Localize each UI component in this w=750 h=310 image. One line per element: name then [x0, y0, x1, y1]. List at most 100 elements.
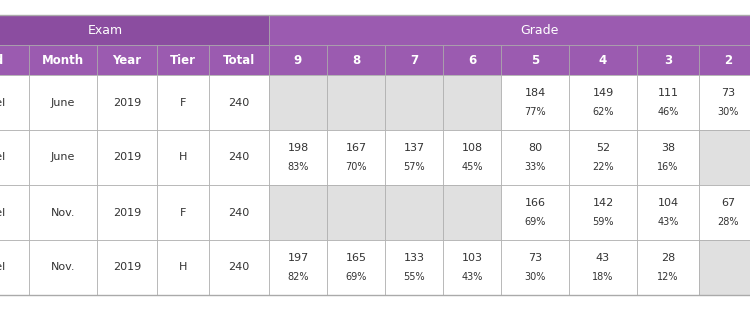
- Bar: [569, 240, 637, 295]
- Text: June: June: [51, 98, 75, 108]
- Bar: [385, 75, 443, 130]
- Text: Tier: Tier: [170, 54, 196, 67]
- Bar: [157, 185, 209, 240]
- Text: 43%: 43%: [461, 272, 483, 282]
- Text: 2019: 2019: [112, 153, 141, 162]
- Text: 197: 197: [287, 253, 309, 263]
- Bar: [97, 75, 157, 130]
- Bar: [443, 185, 501, 240]
- Bar: [443, 75, 501, 130]
- Bar: [699, 45, 750, 75]
- Bar: [157, 75, 209, 130]
- Text: 83%: 83%: [287, 162, 309, 172]
- Text: 3: 3: [664, 54, 672, 67]
- Bar: [0, 45, 29, 75]
- Bar: [97, 240, 157, 295]
- Text: 167: 167: [346, 143, 367, 153]
- Text: Edexcel: Edexcel: [0, 207, 7, 218]
- Text: Board: Board: [0, 54, 4, 67]
- Text: Edexcel: Edexcel: [0, 263, 7, 272]
- Bar: [385, 45, 443, 75]
- Text: Edexcel: Edexcel: [0, 153, 7, 162]
- Bar: [699, 185, 750, 240]
- Text: 28: 28: [661, 253, 675, 263]
- Text: H: H: [178, 263, 188, 272]
- Text: 73: 73: [528, 253, 542, 263]
- Text: 184: 184: [524, 88, 545, 98]
- Bar: [637, 185, 699, 240]
- Bar: [269, 75, 327, 130]
- Text: 43: 43: [596, 253, 610, 263]
- Text: 70%: 70%: [345, 162, 367, 172]
- Text: Nov.: Nov.: [51, 207, 75, 218]
- Bar: [637, 45, 699, 75]
- Bar: [0, 75, 29, 130]
- Bar: [569, 45, 637, 75]
- Text: 67: 67: [721, 197, 735, 208]
- Text: 82%: 82%: [287, 272, 309, 282]
- Text: 6: 6: [468, 54, 476, 67]
- Text: 8: 8: [352, 54, 360, 67]
- Text: 133: 133: [404, 253, 424, 263]
- Text: 80: 80: [528, 143, 542, 153]
- Bar: [0, 130, 29, 185]
- Text: 62%: 62%: [592, 107, 613, 117]
- Bar: [501, 45, 569, 75]
- Bar: [269, 240, 327, 295]
- Bar: [209, 185, 269, 240]
- Bar: [443, 240, 501, 295]
- Text: 43%: 43%: [657, 217, 679, 228]
- Text: 7: 7: [410, 54, 418, 67]
- Bar: [327, 75, 385, 130]
- Text: 198: 198: [287, 143, 309, 153]
- Text: 103: 103: [461, 253, 482, 263]
- Text: 165: 165: [346, 253, 367, 263]
- Bar: [29, 240, 97, 295]
- Text: 30%: 30%: [524, 272, 546, 282]
- Bar: [0, 185, 29, 240]
- Bar: [269, 130, 327, 185]
- Text: 111: 111: [658, 88, 679, 98]
- Bar: [269, 45, 327, 75]
- Bar: [501, 75, 569, 130]
- Text: 33%: 33%: [524, 162, 546, 172]
- Bar: [97, 45, 157, 75]
- Text: 108: 108: [461, 143, 482, 153]
- Bar: [97, 185, 157, 240]
- Bar: [157, 130, 209, 185]
- Text: 104: 104: [658, 197, 679, 208]
- Text: Grade: Grade: [520, 24, 558, 37]
- Bar: [327, 45, 385, 75]
- Bar: [209, 130, 269, 185]
- Bar: [209, 240, 269, 295]
- Text: 2019: 2019: [112, 263, 141, 272]
- Bar: [699, 130, 750, 185]
- Text: June: June: [51, 153, 75, 162]
- Text: 137: 137: [404, 143, 424, 153]
- Text: F: F: [180, 207, 186, 218]
- Text: 240: 240: [228, 98, 250, 108]
- Text: 69%: 69%: [345, 272, 367, 282]
- Text: 55%: 55%: [404, 272, 424, 282]
- Bar: [637, 75, 699, 130]
- Bar: [269, 15, 750, 45]
- Text: 2: 2: [724, 54, 732, 67]
- Text: F: F: [180, 98, 186, 108]
- Text: 73: 73: [721, 88, 735, 98]
- Bar: [29, 45, 97, 75]
- Text: 38: 38: [661, 143, 675, 153]
- Bar: [637, 130, 699, 185]
- Text: 5: 5: [531, 54, 539, 67]
- Text: 240: 240: [228, 207, 250, 218]
- Bar: [385, 240, 443, 295]
- Bar: [569, 185, 637, 240]
- Bar: [699, 240, 750, 295]
- Bar: [209, 45, 269, 75]
- Text: 166: 166: [524, 197, 545, 208]
- Text: 18%: 18%: [592, 272, 613, 282]
- Bar: [637, 240, 699, 295]
- Bar: [0, 240, 29, 295]
- Text: 12%: 12%: [657, 272, 679, 282]
- Text: Year: Year: [112, 54, 142, 67]
- Bar: [443, 45, 501, 75]
